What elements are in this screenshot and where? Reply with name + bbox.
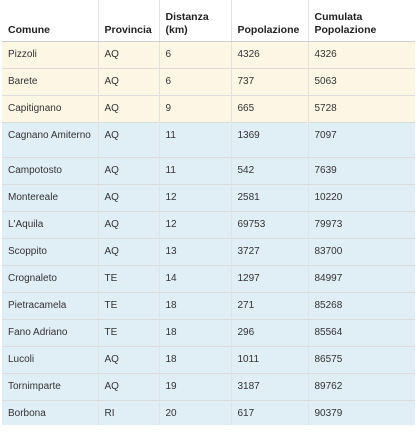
cell-popolazione: 542 xyxy=(230,157,308,185)
header-distanza: Distanza (km) xyxy=(158,0,231,42)
table-row: Fano Adriano TE 18 296 85564 xyxy=(2,319,415,347)
table-row: Pizzoli AQ 6 4326 4326 xyxy=(2,41,415,69)
cell-distanza: 14 xyxy=(158,265,231,293)
cell-comune: Scoppito xyxy=(2,238,98,266)
cell-cumulata: 7097 xyxy=(307,122,415,158)
header-comune: Comune xyxy=(2,0,98,42)
cell-provincia: AQ xyxy=(97,346,159,374)
cell-comune: Pizzoli xyxy=(2,41,98,69)
cell-cumulata: 10220 xyxy=(307,184,415,212)
table-row: Tornimparte AQ 19 3187 89762 xyxy=(2,373,415,401)
cell-provincia: TE xyxy=(97,265,159,293)
cell-popolazione: 617 xyxy=(230,400,308,425)
cell-popolazione: 3187 xyxy=(230,373,308,401)
cell-distanza: 12 xyxy=(158,211,231,239)
cell-comune: Montereale xyxy=(2,184,98,212)
cell-provincia: TE xyxy=(97,292,159,320)
cell-provincia: AQ xyxy=(97,157,159,185)
table-row: Montereale AQ 12 2581 10220 xyxy=(2,184,415,212)
cell-cumulata: 5063 xyxy=(307,68,415,96)
cell-popolazione: 1369 xyxy=(230,122,308,158)
table-row: Pietracamela TE 18 271 85268 xyxy=(2,292,415,320)
cell-cumulata: 90379 xyxy=(307,400,415,425)
cell-provincia: AQ xyxy=(97,238,159,266)
population-table-container: Comune Provincia Distanza (km) Popolazion… xyxy=(2,0,415,425)
table-row: Crognaleto TE 14 1297 84997 xyxy=(2,265,415,293)
cell-comune: Borbona xyxy=(2,400,98,425)
header-provincia: Provincia xyxy=(97,0,159,42)
cell-comune: Pietracamela xyxy=(2,292,98,320)
table-row: Scoppito AQ 13 3727 83700 xyxy=(2,238,415,266)
cell-popolazione: 2581 xyxy=(230,184,308,212)
cell-comune: Capitignano xyxy=(2,95,98,123)
cell-provincia: AQ xyxy=(97,211,159,239)
cell-comune: L'Aquila xyxy=(2,211,98,239)
cell-distanza: 20 xyxy=(158,400,231,425)
cell-distanza: 6 xyxy=(158,41,231,69)
table-row: Capitignano AQ 9 665 5728 xyxy=(2,95,415,123)
header-popolazione: Popolazione xyxy=(230,0,308,42)
cell-comune: Lucoli xyxy=(2,346,98,374)
cell-cumulata: 5728 xyxy=(307,95,415,123)
table-row: Cagnano Amiterno AQ 11 1369 7097 xyxy=(2,122,415,158)
table-row: Barete AQ 6 737 5063 xyxy=(2,68,415,96)
population-table: Comune Provincia Distanza (km) Popolazion… xyxy=(2,0,415,425)
cell-distanza: 6 xyxy=(158,68,231,96)
cell-distanza: 18 xyxy=(158,346,231,374)
cell-distanza: 12 xyxy=(158,184,231,212)
cell-cumulata: 84997 xyxy=(307,265,415,293)
table-row: Lucoli AQ 18 1011 86575 xyxy=(2,346,415,374)
cell-comune: Tornimparte xyxy=(2,373,98,401)
cell-provincia: AQ xyxy=(97,373,159,401)
cell-distanza: 18 xyxy=(158,292,231,320)
cell-provincia: AQ xyxy=(97,184,159,212)
cell-comune: Campotosto xyxy=(2,157,98,185)
cell-cumulata: 89762 xyxy=(307,373,415,401)
cell-cumulata: 85268 xyxy=(307,292,415,320)
cell-distanza: 11 xyxy=(158,122,231,158)
cell-comune: Fano Adriano xyxy=(2,319,98,347)
cell-popolazione: 69753 xyxy=(230,211,308,239)
cell-cumulata: 85564 xyxy=(307,319,415,347)
table-row: Campotosto AQ 11 542 7639 xyxy=(2,157,415,185)
cell-distanza: 11 xyxy=(158,157,231,185)
cell-popolazione: 1297 xyxy=(230,265,308,293)
cell-distanza: 19 xyxy=(158,373,231,401)
header-cumulata: Cumulata Popolazione xyxy=(307,0,415,42)
cell-popolazione: 665 xyxy=(230,95,308,123)
cell-popolazione: 271 xyxy=(230,292,308,320)
cell-provincia: AQ xyxy=(97,95,159,123)
cell-distanza: 13 xyxy=(158,238,231,266)
cell-provincia: TE xyxy=(97,319,159,347)
cell-popolazione: 4326 xyxy=(230,41,308,69)
cell-popolazione: 3727 xyxy=(230,238,308,266)
cell-comune: Cagnano Amiterno xyxy=(2,122,98,158)
cell-comune: Crognaleto xyxy=(2,265,98,293)
cell-distanza: 18 xyxy=(158,319,231,347)
cell-popolazione: 296 xyxy=(230,319,308,347)
cell-popolazione: 737 xyxy=(230,68,308,96)
cell-cumulata: 7639 xyxy=(307,157,415,185)
table-header-row: Comune Provincia Distanza (km) Popolazion… xyxy=(2,0,415,42)
cell-cumulata: 83700 xyxy=(307,238,415,266)
cell-cumulata: 4326 xyxy=(307,41,415,69)
cell-comune: Barete xyxy=(2,68,98,96)
cell-cumulata: 79973 xyxy=(307,211,415,239)
cell-provincia: RI xyxy=(97,400,159,425)
cell-provincia: AQ xyxy=(97,41,159,69)
table-row: Borbona RI 20 617 90379 xyxy=(2,400,415,425)
table-row: L'Aquila AQ 12 69753 79973 xyxy=(2,211,415,239)
cell-popolazione: 1011 xyxy=(230,346,308,374)
cell-distanza: 9 xyxy=(158,95,231,123)
cell-cumulata: 86575 xyxy=(307,346,415,374)
cell-provincia: AQ xyxy=(97,68,159,96)
cell-provincia: AQ xyxy=(97,122,159,158)
